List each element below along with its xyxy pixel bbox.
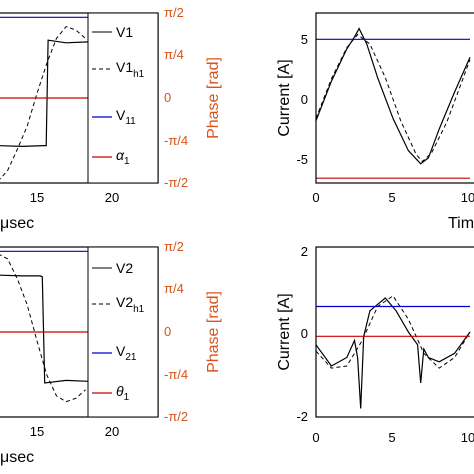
tr-xtick-5: 5 [388, 190, 395, 205]
tl-legend-v1: V1 [116, 24, 133, 40]
tl-y2tick-3: -π/4 [164, 133, 188, 148]
panel-top-left: V1 V1h1 V11 α1 15 20 μsec π/2 π/4 0 -π/4… [0, 5, 222, 232]
bl-y2label: Phase [rad] [205, 291, 222, 373]
tr-xtick-10: 10 [461, 190, 474, 205]
br-axes-frame [315, 246, 474, 418]
tl-y2tick-0: π/2 [164, 5, 184, 20]
tl-xtick-15: 15 [30, 190, 44, 205]
bl-xlabel: μsec [0, 449, 34, 466]
br-series-1 [315, 295, 471, 369]
tl-xlabel: μsec [0, 215, 34, 232]
tr-ytick-0: 0 [301, 92, 308, 107]
tr-ytick-neg5: -5 [296, 152, 308, 167]
br-ytick-neg2: -2 [296, 409, 308, 424]
panel-bottom-right: 2 0 -2 0 5 10 Current [A] [276, 244, 474, 445]
br-ylabel: Current [A] [276, 293, 293, 370]
bl-legend-box [87, 246, 159, 418]
tl-y2tick-1: π/4 [164, 47, 184, 62]
br-xtick-10: 10 [461, 430, 474, 445]
tr-ytick-5: 5 [301, 32, 308, 47]
bl-xtick-15: 15 [30, 424, 44, 439]
bl-y2tick-0: π/2 [164, 239, 184, 254]
bl-y2tick-4: -π/2 [164, 409, 188, 424]
bl-xtick-20: 20 [105, 424, 119, 439]
tl-plot-area [0, 16, 89, 180]
bl-y2tick-3: -π/4 [164, 367, 188, 382]
panel-top-right: 5 0 -5 0 5 10 Tim Current [A] [276, 12, 474, 232]
tr-plot-area [315, 27, 471, 179]
br-xtick-0: 0 [312, 430, 319, 445]
tl-y2label: Phase [rad] [205, 57, 222, 139]
tl-legend-box [87, 12, 159, 184]
tr-xlabel: Tim [448, 215, 474, 232]
tl-series-0 [0, 39, 89, 148]
br-xtick-5: 5 [388, 430, 395, 445]
tr-series-0 [315, 27, 471, 165]
bl-plot-area [0, 250, 89, 403]
bl-y2tick-2: 0 [164, 324, 171, 339]
tl-xtick-20: 20 [105, 190, 119, 205]
tl-series-1 [0, 26, 86, 180]
tr-ylabel: Current [A] [276, 59, 293, 136]
br-plot-area [315, 295, 471, 409]
br-ytick-2: 2 [301, 244, 308, 259]
bl-series-1 [0, 254, 86, 403]
br-series-0 [315, 297, 471, 409]
panel-bottom-left: V2 V2h1 V21 θ1 15 20 μsec π/2 π/4 0 -π/4… [0, 239, 222, 466]
br-ytick-0: 0 [301, 326, 308, 341]
tr-series-1 [315, 33, 471, 163]
tr-axes-frame [315, 12, 474, 184]
tl-y2tick-2: 0 [164, 90, 171, 105]
bl-series-0 [0, 274, 89, 384]
bl-y2tick-1: π/4 [164, 281, 184, 296]
tl-y2tick-4: -π/2 [164, 175, 188, 190]
bl-legend-v2: V2 [116, 260, 133, 276]
tr-xtick-0: 0 [312, 190, 319, 205]
